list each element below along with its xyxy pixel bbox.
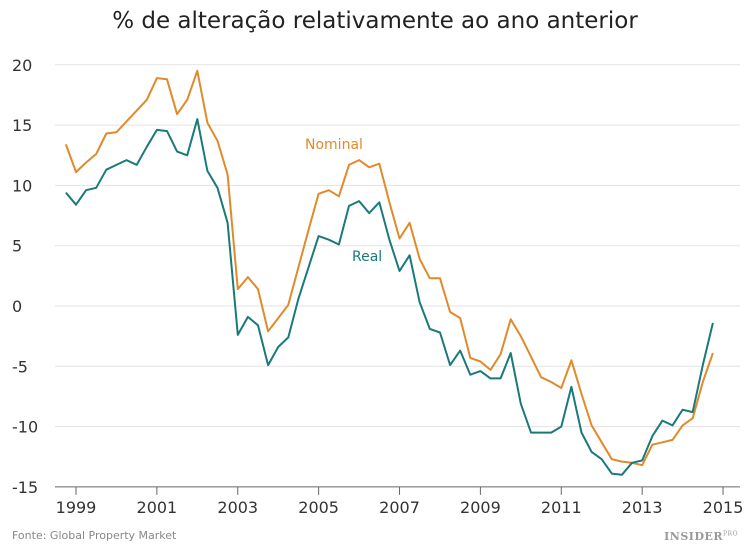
y-tick-label: 10	[12, 176, 32, 195]
series-line-real	[65, 118, 714, 476]
y-tick-label: 5	[12, 237, 22, 256]
insider-pro-logo: INSIDERPRO	[664, 530, 738, 543]
x-tick-label: 2001	[137, 498, 178, 517]
x-tick-label: 2013	[622, 498, 663, 517]
x-tick-label: 2007	[379, 498, 420, 517]
x-tick-label: 2005	[298, 498, 339, 517]
x-tick-label: 2009	[460, 498, 501, 517]
logo-suffix: PRO	[723, 530, 738, 538]
y-tick-label: 0	[12, 297, 22, 316]
series-line-nominal	[64, 69, 714, 467]
series-label-nominal: Nominal	[305, 137, 363, 153]
y-tick-label: -10	[12, 418, 38, 437]
y-tick-label: -15	[12, 478, 38, 497]
x-tick-label: 1999	[56, 498, 97, 517]
series-label-real: Real	[352, 249, 382, 265]
y-tick-label: -5	[12, 357, 28, 376]
y-tick-label: 20	[12, 56, 32, 75]
source-note: Fonte: Global Property Market	[12, 529, 177, 542]
x-tick-label: 2003	[217, 498, 258, 517]
y-tick-label: 15	[12, 116, 32, 135]
x-tick-label: 2015	[703, 498, 744, 517]
x-tick-label: 2011	[541, 498, 582, 517]
logo-text: INSIDER	[664, 530, 724, 543]
chart-title: % de alteração relativamente ao ano ante…	[112, 8, 638, 34]
